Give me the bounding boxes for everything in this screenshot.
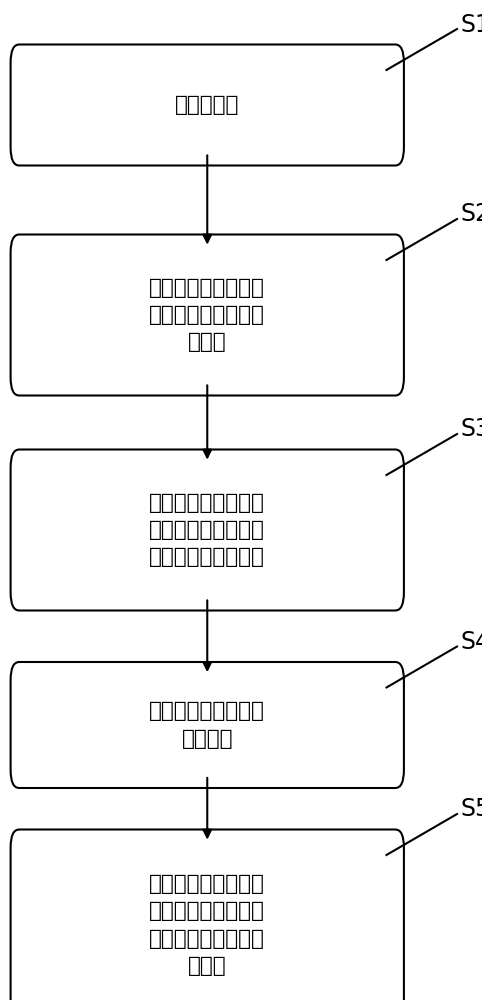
Text: 遍历所述索引获取位
于待抽取方位角内的
统计点所存储的地震
道数据: 遍历所述索引获取位 于待抽取方位角内的 统计点所存储的地震 道数据 [149, 874, 265, 976]
Text: S1: S1 [460, 12, 482, 36]
Text: S5: S5 [460, 798, 482, 822]
Text: 将地震数据映射至所
述坐标系: 将地震数据映射至所 述坐标系 [149, 701, 265, 749]
FancyBboxPatch shape [11, 450, 404, 610]
FancyBboxPatch shape [11, 234, 404, 395]
FancyBboxPatch shape [11, 662, 404, 788]
Text: 建立坐标系: 建立坐标系 [175, 95, 240, 115]
FancyBboxPatch shape [11, 830, 404, 1000]
Text: 确定待抽取方位角并
建立位于待抽取方位
角内的统计点的索引: 确定待抽取方位角并 建立位于待抽取方位 角内的统计点的索引 [149, 493, 265, 567]
Text: S3: S3 [460, 418, 482, 442]
Text: S4: S4 [460, 630, 482, 654]
Text: 在所述坐标系内建立
基于预定规则排布的
统计点: 在所述坐标系内建立 基于预定规则排布的 统计点 [149, 278, 265, 352]
Text: S2: S2 [460, 202, 482, 226]
FancyBboxPatch shape [11, 44, 404, 165]
